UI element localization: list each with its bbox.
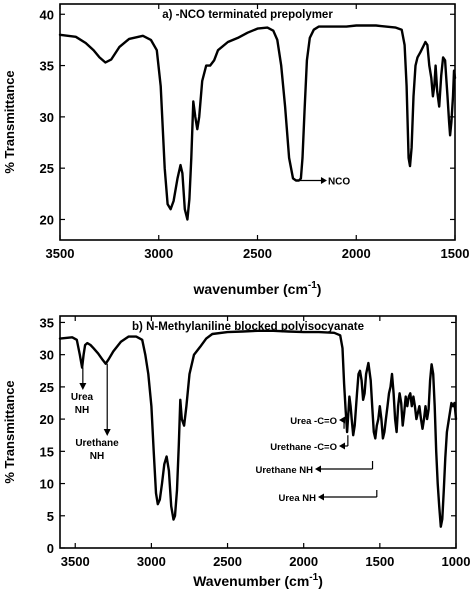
annotation-6: Urea NH (279, 490, 378, 504)
y-tick-label: 20 (40, 412, 54, 427)
arrowhead (320, 176, 327, 184)
x-tick-label: 2000 (289, 554, 318, 569)
annotation-label: Urea NH (71, 392, 94, 416)
annotation-label: Urea NH (279, 493, 317, 504)
x-tick-label: 3500 (46, 246, 75, 261)
y-tick-label: 25 (40, 161, 54, 176)
y-tick-label: 30 (40, 110, 54, 125)
x-tick-label: 2000 (342, 246, 371, 261)
annotation-1: Urea NH (71, 367, 94, 416)
x-tick-label: 3000 (144, 246, 173, 261)
chart-panel-1: 3500 3000 2500 2000 1500 20 25 30 35 40 a) -NCO te… (2, 3, 470, 297)
annotation-label: Urethane -C=O (270, 442, 337, 453)
x-tick-label: 2500 (213, 554, 242, 569)
y-tick-label: 10 (40, 477, 54, 492)
chart-panel-2: 3500 3000 2500 2000 1500 1000 0 5 10 15 20 25 30 35 b)… (2, 315, 470, 589)
arrowhead (339, 416, 345, 424)
series-line-1 (58, 329, 458, 528)
x-axis-label: Wavenumber (cm-1) (193, 572, 323, 589)
chart-title: a) -NCO terminated prepolymer (162, 9, 333, 21)
annotation-label: Urethane NH (75, 438, 119, 462)
chart-title: b) N-Methylaniline blocked polyisocyanat… (132, 321, 364, 333)
series-line-1 (58, 24, 457, 221)
y-tick-label: 20 (40, 212, 54, 227)
annotation-5: Urethane NH (255, 461, 374, 476)
arrowhead (315, 465, 321, 473)
arrowhead (79, 383, 87, 390)
y-tick-label: 5 (47, 509, 54, 524)
x-axis-label: wavenumber (cm-1) (193, 280, 322, 297)
y-tick-label: 30 (40, 348, 54, 363)
y-tick-label: 35 (40, 59, 54, 74)
y-axis-label: % Transmittance (2, 70, 17, 173)
y-tick-label: 0 (47, 541, 54, 556)
arrowhead (318, 493, 324, 501)
y-tick-label: 25 (40, 380, 54, 395)
arrowhead (103, 429, 111, 436)
x-tick-label: 1500 (365, 554, 394, 569)
annotation-2: Urethane NH (75, 363, 119, 462)
annotation-label: NCO (328, 176, 350, 187)
annotation-label: Urethane NH (255, 465, 313, 476)
y-axis-label: % Transmittance (2, 380, 17, 483)
y-tick-label: 40 (40, 7, 54, 22)
annotation-4: Urethane -C=O (270, 435, 349, 453)
annotation-1: NCO (299, 176, 350, 187)
x-tick-label: 2500 (243, 246, 272, 261)
x-tick-label: 3500 (61, 554, 90, 569)
annotation-3: Urea -C=O (290, 416, 345, 429)
y-tick-label: 15 (40, 444, 54, 459)
plot-frame (59, 3, 456, 241)
x-tick-label: 3000 (137, 554, 166, 569)
plot-frame (59, 315, 457, 549)
x-tick-label: 1500 (441, 246, 470, 261)
x-tick-label: 1000 (442, 554, 471, 569)
arrowhead (339, 442, 345, 450)
annotation-label: Urea -C=O (290, 416, 337, 427)
y-tick-label: 35 (40, 315, 54, 330)
